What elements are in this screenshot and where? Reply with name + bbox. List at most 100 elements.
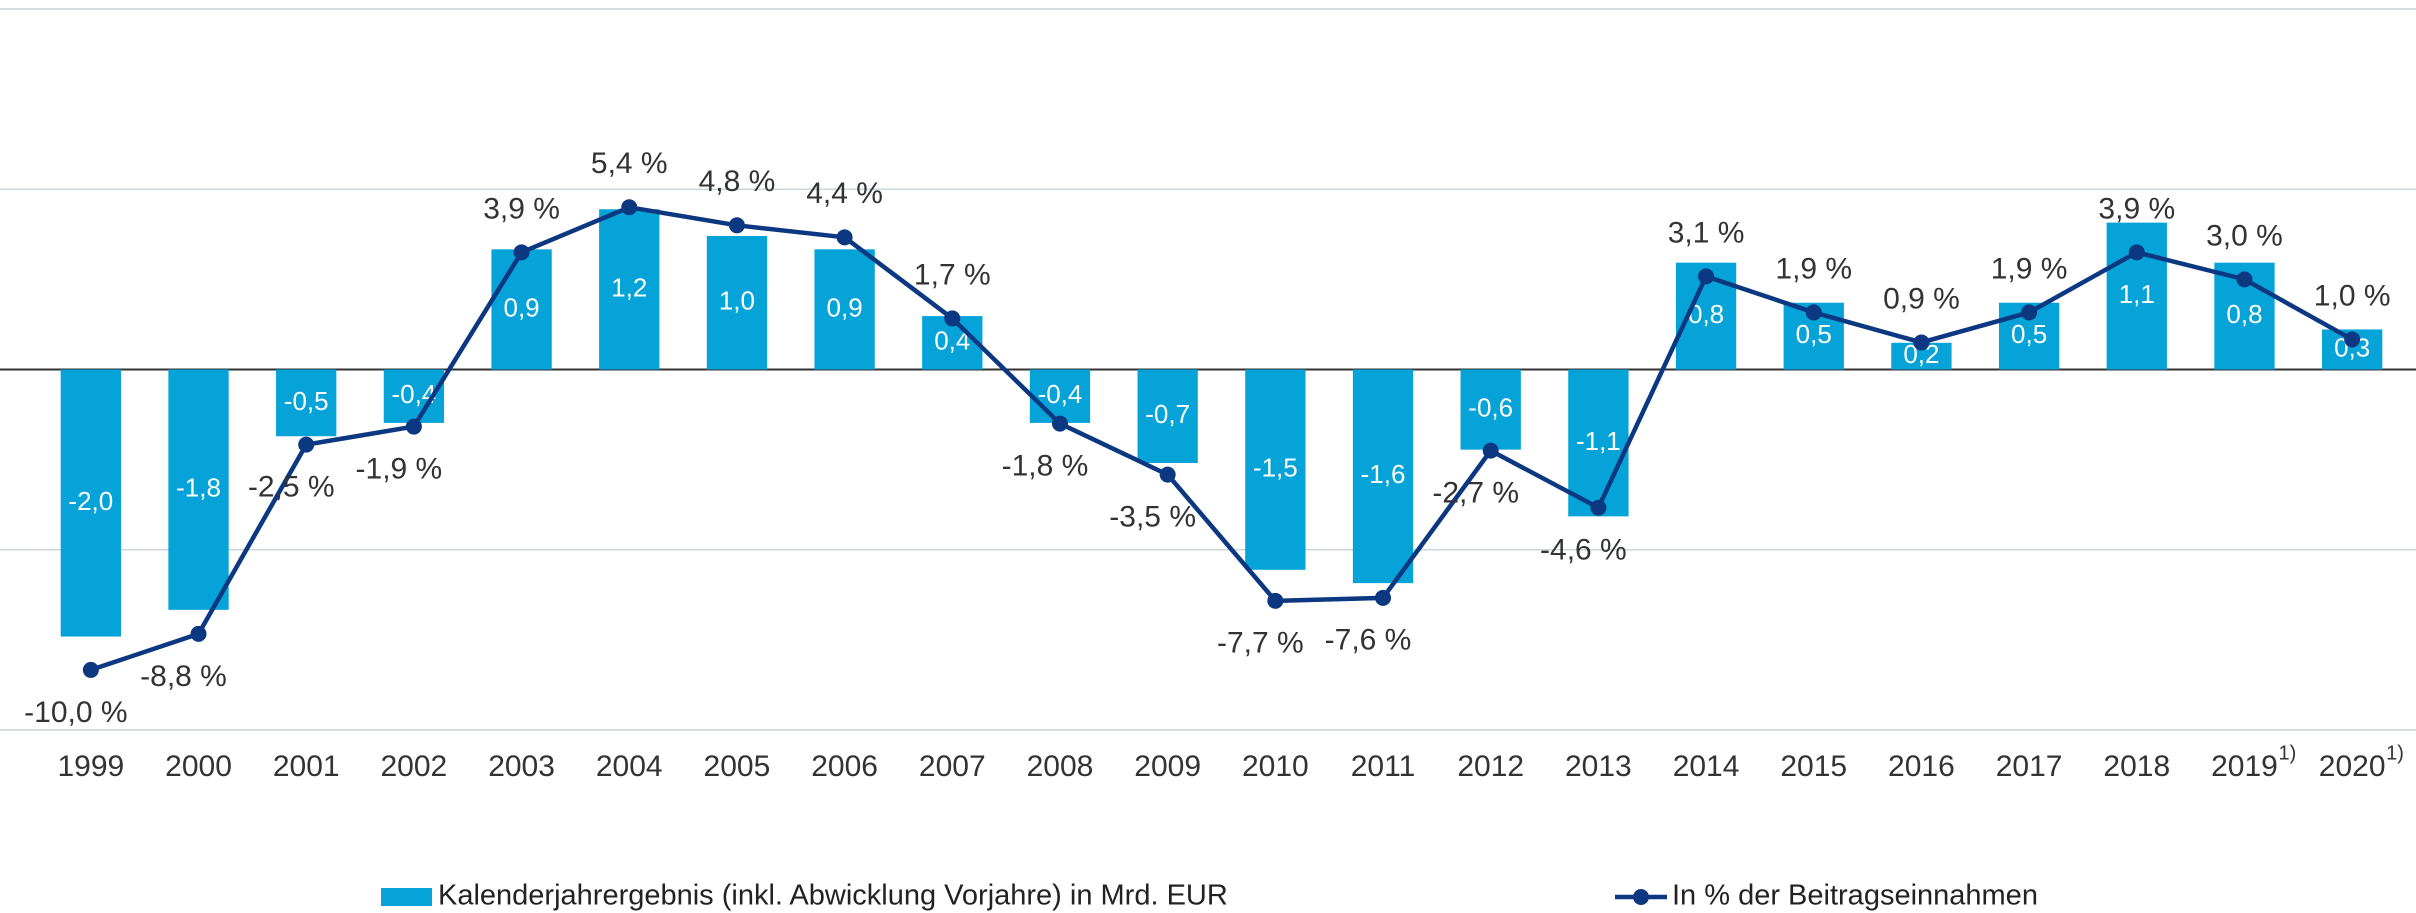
bar-value-label: -0,6 [1468,392,1513,422]
line-value-label: -1,8 % [1002,449,1089,482]
x-tick-label: 2001 [273,750,340,783]
x-tick-label: 2016 [1888,750,1955,783]
legend-label: In % der Beitragseinnahmen [1672,880,2038,912]
line-point [728,217,745,234]
line-value-label: -1,9 % [356,453,443,486]
line-value-label: 1,9 % [1991,252,2068,285]
bar-value-label: 0,8 [2226,299,2262,329]
bar-value-label: 0,9 [827,292,863,322]
bar-value-label: -1,8 [176,473,221,503]
bar-value-label: 1,1 [2119,279,2155,309]
bar-value-label: -2,0 [68,486,113,516]
line-value-label: 1,7 % [914,258,991,291]
x-tick-label: 2011 [1351,750,1416,783]
x-tick-label: 1999 [57,750,124,783]
x-tick-label: 2015 [1780,750,1847,783]
x-tick-label: 2010 [1242,750,1309,783]
line-point [1051,415,1068,432]
line-value-label: -2,5 % [248,471,335,504]
legend-swatch [1633,889,1649,905]
x-tick-label: 2007 [919,750,986,783]
bar-value-label: -1,6 [1361,459,1406,489]
line-value-label: -10,0 % [24,696,127,729]
line-value-label: -2,7 % [1432,477,1519,510]
line-value-label: 5,4 % [591,147,668,180]
line-value-label: 3,9 % [483,192,560,225]
line-point [621,199,638,216]
line-value-label: 1,0 % [2314,279,2391,312]
line-value-label: -4,6 % [1540,534,1627,567]
x-tick-note: 1) [2386,742,2404,764]
x-tick-label: 2017 [1996,750,2063,783]
line-point [1805,304,1822,321]
line-point [513,244,530,261]
bar-value-label: 1,0 [719,286,755,316]
line-point [1267,592,1284,609]
bar [1460,369,1521,450]
line-value-label: 4,4 % [806,177,883,210]
line-point [190,625,207,642]
line [90,205,2354,673]
line-value-label: 3,0 % [2206,219,2283,252]
line-point [1698,268,1715,285]
bar-value-label: -1,1 [1576,426,1621,456]
line-value-label: -7,7 % [1217,627,1304,660]
legend-swatch [381,888,432,906]
bar-value-label: -1,5 [1253,453,1298,483]
x-tick-label: 2004 [596,750,663,783]
bar-value-label: 0,5 [2011,319,2047,349]
bar [1029,369,1091,423]
x-tick-label: 2005 [704,750,771,783]
line-value-label: -3,5 % [1109,501,1196,534]
x-tick-label: 2018 [2103,750,2170,783]
line-point [2236,271,2253,288]
bar [1352,369,1414,584]
line-value-label: 4,8 % [699,165,776,198]
line-point [2344,331,2361,348]
x-tick-note: 1) [2278,742,2296,764]
bar [1137,369,1198,463]
line-point [1590,499,1607,516]
x-tick-label: 2019 [2211,750,2278,783]
line-value-label: 3,9 % [2098,192,2175,225]
bar [599,209,660,370]
x-tick-label: 2009 [1134,750,1201,783]
bar [1245,369,1306,570]
line-point [405,418,422,435]
line-point [836,229,853,246]
x-tick-label: 2014 [1673,750,1740,783]
x-tick-label: 2020 [2319,750,2386,783]
line-point [944,310,961,327]
bar [276,369,337,437]
legend-label: Kalenderjahrergebnis (inkl. Abwicklung V… [438,880,1228,912]
x-tick-label: 2003 [488,750,555,783]
bar-value-label: -0,5 [284,386,329,416]
bar-value-label: -0,4 [1038,379,1083,409]
x-tick-label: 2008 [1027,750,1094,783]
bar [60,369,121,637]
bar [1568,369,1629,517]
bar [491,249,552,370]
line-point [298,436,315,453]
bar-value-label: 0,9 [503,292,539,322]
line-point [2128,244,2145,261]
x-tick-label: 2000 [165,750,232,783]
line-value-label: 3,1 % [1668,216,1745,249]
line-point [1482,442,1499,459]
line-point [1375,589,1392,606]
line-value-label: -7,6 % [1325,624,1412,657]
bar-value-label: 0,5 [1796,319,1832,349]
line-point [2021,304,2038,321]
line-value-label: 1,9 % [1775,252,1852,285]
bar-value-label: -0,7 [1145,399,1190,429]
bar-value-label: 1,2 [611,272,647,302]
line-value-label: 0,9 % [1883,282,1960,315]
line-value-label: -8,8 % [140,660,227,693]
bar [706,235,768,370]
bar [168,369,229,610]
line-point [1159,466,1176,483]
bar [814,249,875,370]
x-tick-label: 2012 [1457,750,1524,783]
x-tick-label: 2006 [811,750,878,783]
